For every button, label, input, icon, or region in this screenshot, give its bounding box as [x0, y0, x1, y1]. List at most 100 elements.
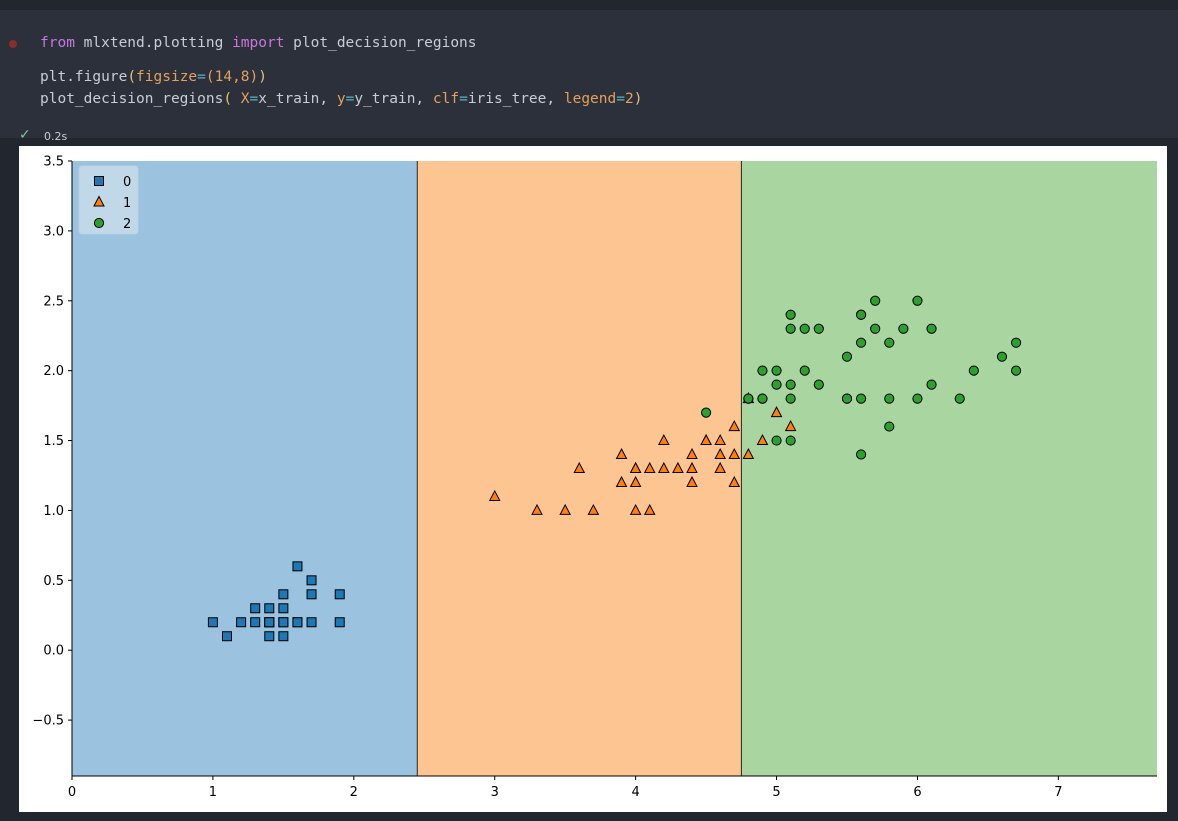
x-tick-label: 3: [491, 785, 499, 800]
data-point-class-0: [292, 561, 303, 572]
data-point-class-0: [306, 589, 317, 600]
data-point-class-2: [813, 379, 824, 390]
data-point-class-1: [714, 433, 727, 446]
data-point-class-1: [587, 503, 600, 515]
execution-indicator-icon: [9, 40, 17, 48]
data-point-class-1: [643, 461, 656, 473]
data-point-class-1: [700, 433, 712, 446]
code-token: ): [633, 91, 643, 107]
y-tick-label: 1.0: [43, 504, 64, 519]
data-point-class-2: [757, 365, 768, 376]
data-point-class-2: [855, 393, 867, 404]
data-point-class-2: [855, 309, 867, 320]
code-token: =: [616, 91, 625, 107]
data-point-class-2: [855, 449, 867, 460]
data-point-class-2: [700, 407, 712, 418]
data-point-class-1: [531, 503, 543, 515]
data-point-class-0: [207, 617, 218, 628]
data-point-class-1: [770, 406, 783, 418]
code-token: y_train,: [354, 91, 433, 107]
y-tick-label: 0.0: [43, 644, 64, 659]
data-point-class-1: [728, 447, 741, 460]
data-point-class-1: [657, 461, 670, 473]
code-line-1[interactable]: from mlxtend.plotting import plot_decisi…: [40, 34, 477, 52]
data-point-class-0: [278, 617, 289, 628]
decision-region-2: [741, 161, 1157, 776]
code-token: legend: [563, 91, 617, 107]
notebook-code-cell[interactable]: from mlxtend.plotting import plot_decisi…: [0, 10, 1178, 143]
data-point-class-2: [912, 393, 923, 404]
data-point-class-2: [870, 323, 881, 334]
data-point-class-1: [742, 447, 755, 460]
data-point-class-2: [771, 365, 782, 376]
data-point-class-2: [771, 435, 782, 446]
code-token: import: [232, 35, 285, 51]
data-point-class-1: [714, 447, 727, 460]
data-point-class-2: [799, 323, 810, 334]
data-point-class-1: [573, 461, 586, 473]
code-token: (14,8): [205, 69, 259, 85]
code-token: 2: [624, 91, 634, 107]
data-point-class-0: [278, 603, 289, 614]
data-point-class-2: [1010, 337, 1022, 348]
data-point-class-0: [264, 603, 275, 614]
data-point-class-2: [855, 337, 867, 348]
data-point-class-2: [785, 309, 796, 320]
code-token: iris_tree,: [467, 91, 564, 107]
data-point-class-1: [629, 503, 642, 515]
data-point-class-1: [559, 503, 572, 515]
data-point-class-2: [884, 393, 895, 404]
data-point-class-2: [841, 351, 853, 362]
data-point-class-1: [728, 475, 741, 487]
data-point-class-2: [841, 393, 853, 404]
data-point-class-1: [756, 433, 769, 446]
data-point-class-1: [714, 461, 727, 473]
code-token: plt.figure: [40, 69, 128, 85]
x-tick-label: 1: [209, 785, 217, 800]
data-point-class-2: [813, 323, 824, 334]
data-point-class-2: [954, 393, 965, 404]
data-point-class-0: [250, 617, 261, 628]
code-token: =: [459, 91, 468, 107]
execution-time: 0.2s: [44, 130, 68, 143]
data-point-class-2: [898, 323, 909, 334]
data-point-class-2: [743, 393, 754, 404]
code-token: =: [249, 91, 259, 107]
success-check-icon: ✓: [19, 127, 31, 143]
data-point-class-0: [292, 617, 303, 628]
data-point-class-2: [771, 379, 782, 390]
data-point-class-2: [912, 295, 923, 306]
data-point-class-1: [643, 503, 656, 515]
data-point-class-1: [629, 461, 642, 473]
x-tick-label: 6: [913, 785, 921, 800]
code-token: X: [232, 91, 250, 107]
data-point-class-0: [334, 617, 345, 628]
x-tick-label: 5: [772, 785, 780, 800]
legend-marker-0: [94, 176, 104, 186]
y-tick-label: 0.5: [43, 574, 64, 589]
data-point-class-0: [236, 617, 247, 628]
data-point-class-2: [785, 435, 796, 446]
legend-label: 0: [123, 175, 131, 190]
code-token: =: [345, 91, 355, 107]
code-token: plot_decision_regions: [40, 91, 224, 107]
data-point-class-1: [686, 447, 698, 460]
data-point-class-2: [785, 379, 796, 390]
data-point-class-2: [884, 337, 895, 348]
code-line-2[interactable]: plt.figure(figsize=(14,8)): [40, 68, 267, 86]
data-point-class-0: [278, 589, 289, 600]
code-token: (: [127, 69, 137, 85]
x-tick-label: 0: [68, 785, 76, 800]
code-token: (: [223, 91, 233, 107]
code-token: mlxtend.plotting: [74, 35, 233, 51]
data-point-class-1: [672, 461, 684, 473]
data-point-class-2: [799, 365, 810, 376]
data-point-class-1: [488, 489, 501, 501]
legend-label: 2: [123, 217, 131, 232]
legend-marker-1: [93, 195, 105, 207]
code-token: plot_decision_regions: [284, 35, 477, 51]
decision-region-0: [72, 161, 418, 776]
code-line-3[interactable]: plot_decision_regions( X=x_train, y=y_tr…: [40, 90, 642, 108]
data-point-class-2: [785, 323, 796, 334]
data-point-class-2: [996, 351, 1008, 362]
